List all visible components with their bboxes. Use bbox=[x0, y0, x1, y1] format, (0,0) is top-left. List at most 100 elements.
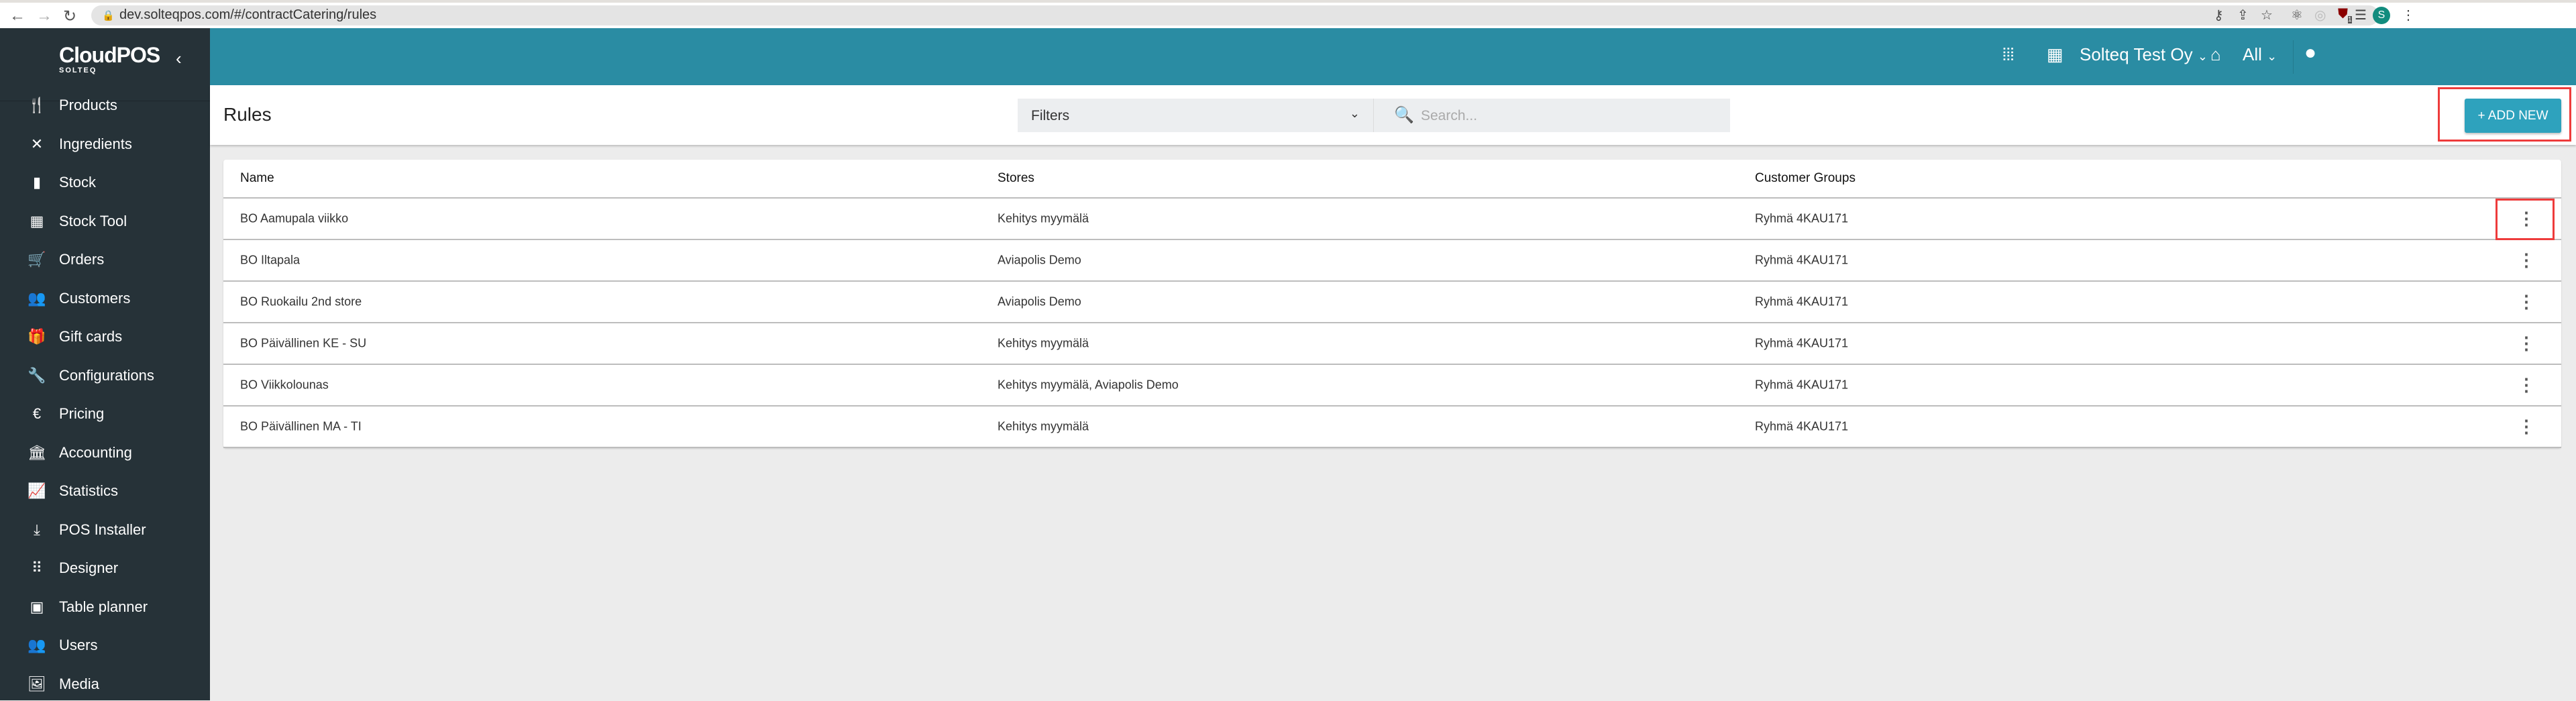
extension-icon[interactable]: ◎ bbox=[2314, 8, 2326, 23]
reload-icon[interactable]: ↻ bbox=[63, 7, 77, 25]
user-account-icon[interactable]: ● bbox=[2304, 42, 2317, 64]
rule-customer-groups: Ryhmä 4KAU171 bbox=[1755, 253, 1849, 267]
sidebar-item-accounting[interactable]: 🏛 Accounting bbox=[0, 436, 210, 470]
sidebar-item-products[interactable]: 🍴 Products bbox=[0, 89, 210, 122]
more-options-icon[interactable]: ⋮ bbox=[2518, 250, 2535, 270]
search-icon: 🔍 bbox=[1394, 106, 1414, 124]
highlight-box bbox=[2438, 87, 2571, 142]
rule-customer-groups: Ryhmä 4KAU171 bbox=[1755, 419, 1849, 433]
table-row[interactable]: BO Aamupala viikko Kehitys myymälä Ryhmä 4… bbox=[223, 199, 2561, 240]
address-bar[interactable]: 🔒 dev.solteqpos.com/#/contractCatering/ru… bbox=[91, 5, 2379, 25]
chevron-down-icon: ⌄ bbox=[2197, 50, 2208, 63]
sidebar-item-label: Pricing bbox=[59, 405, 105, 422]
rule-name: BO Aamupala viikko bbox=[240, 211, 349, 225]
rule-name: BO Päivällinen MA - TI bbox=[240, 419, 362, 433]
sidebar-item-label: Ingredients bbox=[59, 135, 132, 152]
reading-list-icon[interactable]: ☰ bbox=[2355, 8, 2367, 23]
rule-customer-groups: Ryhmä 4KAU171 bbox=[1755, 378, 1849, 392]
rule-name: BO Päivällinen KE - SU bbox=[240, 336, 367, 350]
sidebar-item-stock[interactable]: ▮ Stock bbox=[0, 166, 210, 199]
filters-dropdown[interactable]: Filters ⌄ bbox=[1018, 99, 1373, 132]
sidebar-item-media[interactable]: 🖼 Media bbox=[0, 667, 210, 701]
column-header-customer-groups[interactable]: Customer Groups bbox=[1755, 171, 1856, 185]
rule-customer-groups: Ryhmä 4KAU171 bbox=[1755, 336, 1849, 350]
more-options-icon[interactable]: ⋮ bbox=[2518, 374, 2535, 395]
sidebar: CloudPOS SOLTEQ ‹ 🍴 Products ✕ Ingredients ▮ S… bbox=[0, 28, 210, 700]
chart-box-icon: ▦ bbox=[30, 212, 44, 229]
company-name: Solteq Test Oy bbox=[2080, 44, 2193, 64]
sidebar-item-ingredients[interactable]: ✕ Ingredients bbox=[0, 127, 210, 161]
store-icon: ⌂ bbox=[2210, 44, 2221, 64]
sidebar-item-label: Accounting bbox=[59, 443, 132, 461]
rule-stores: Kehitys myymälä bbox=[998, 211, 1089, 225]
sidebar-item-orders[interactable]: 🛒 Orders bbox=[0, 243, 210, 276]
gift-card-icon: 🎁 bbox=[28, 328, 46, 345]
search-input[interactable]: 🔍 Search... bbox=[1373, 99, 1730, 132]
sidebar-item-label: Configurations bbox=[59, 366, 154, 384]
collapse-sidebar-icon[interactable]: ‹ bbox=[176, 48, 182, 68]
table-header: Name Stores Customer Groups bbox=[223, 160, 2561, 199]
page-title: Rules bbox=[223, 104, 272, 125]
sidebar-item-users[interactable]: 👥 Users bbox=[0, 629, 210, 662]
highlight-box bbox=[2496, 199, 2555, 240]
sidebar-item-label: Users bbox=[59, 637, 98, 653]
sidebar-item-configurations[interactable]: 🔧 Configurations bbox=[0, 359, 210, 392]
back-icon[interactable]: ← bbox=[9, 7, 25, 25]
rule-stores: Kehitys myymälä, Aviapolis Demo bbox=[998, 378, 1179, 392]
table-row[interactable]: BO Ruokailu 2nd store Aviapolis Demo Ryhmä… bbox=[223, 282, 2561, 323]
sidebar-item-gift-cards[interactable]: 🎁 Gift cards bbox=[0, 320, 210, 354]
sidebar-item-designer[interactable]: ⠿ Designer bbox=[0, 551, 210, 585]
star-icon[interactable]: ☆ bbox=[2261, 8, 2273, 23]
ublock-icon[interactable]: ⛊1 bbox=[2338, 7, 2352, 23]
share-icon[interactable]: ⇪ bbox=[2237, 8, 2249, 23]
table-row[interactable]: BO Viikkolounas Kehitys myymälä, Aviapoli… bbox=[223, 365, 2561, 407]
bank-icon: 🏛 bbox=[28, 443, 46, 461]
chevron-down-icon: ⌄ bbox=[1349, 107, 1360, 120]
rules-table: Name Stores Customer Groups BO Aamupala … bbox=[223, 160, 2561, 448]
sidebar-item-stock-tool[interactable]: ▦ Stock Tool bbox=[0, 205, 210, 238]
divider bbox=[2293, 40, 2294, 74]
sidebar-item-statistics[interactable]: 📈 Statistics bbox=[0, 474, 210, 508]
chevron-down-icon: ⌄ bbox=[2267, 50, 2277, 63]
browser-menu-icon[interactable]: ⋮ bbox=[2402, 8, 2415, 23]
sidebar-item-customers[interactable]: 👥 Customers bbox=[0, 282, 210, 315]
more-options-icon[interactable]: ⋮ bbox=[2518, 333, 2535, 354]
top-bar: ⦙⦙⦙ ▦ Solteq Test Oy ⌄ ⌂ All ⌄ ● bbox=[210, 28, 2576, 85]
wrench-icon: 🔧 bbox=[28, 366, 46, 384]
profile-avatar[interactable]: S bbox=[2373, 7, 2390, 24]
key-icon[interactable]: ⚷ bbox=[2214, 8, 2224, 23]
react-devtools-icon[interactable]: ⚛ bbox=[2291, 8, 2303, 23]
rule-customer-groups: Ryhmä 4KAU171 bbox=[1755, 294, 1849, 309]
store-selector[interactable]: All ⌄ bbox=[2243, 44, 2277, 65]
sidebar-item-table-planner[interactable]: ▣ Table planner bbox=[0, 590, 210, 624]
fork-knife-icon: 🍴 bbox=[28, 97, 46, 113]
grid-icon: ⠿ bbox=[31, 559, 43, 576]
sidebar-item-pricing[interactable]: € Pricing bbox=[0, 397, 210, 431]
page-header: Rules Filters ⌄ 🔍 Search... + ADD NEW bbox=[210, 85, 2576, 145]
sidebar-item-label: Stock Tool bbox=[59, 212, 127, 229]
table-row[interactable]: BO Päivällinen KE - SU Kehitys myymälä Ryh… bbox=[223, 323, 2561, 365]
sidebar-item-pos-installer[interactable]: ⤓ POS Installer bbox=[0, 513, 210, 547]
rule-stores: Kehitys myymälä bbox=[998, 336, 1089, 350]
forward-icon[interactable]: → bbox=[36, 7, 52, 25]
column-header-name[interactable]: Name bbox=[240, 171, 274, 185]
column-header-stores[interactable]: Stores bbox=[998, 171, 1034, 185]
sidebar-item-label: Statistics bbox=[59, 482, 119, 499]
table-row[interactable]: BO Päivällinen MA - TI Kehitys myymälä Ryh… bbox=[223, 407, 2561, 448]
table-row[interactable]: BO Iltapala Aviapolis Demo Ryhmä 4KAU171 ⋮ bbox=[223, 240, 2561, 282]
url-text: dev.solteqpos.com/#/contractCatering/rul… bbox=[119, 7, 377, 22]
search-placeholder: Search... bbox=[1421, 108, 1478, 123]
users-icon: 👥 bbox=[28, 637, 46, 653]
sidebar-item-label: Customers bbox=[59, 289, 131, 307]
sidebar-item-label: Media bbox=[59, 675, 99, 692]
barcode-icon[interactable]: ⦙⦙⦙ bbox=[2002, 44, 2015, 64]
add-new-button[interactable]: + ADD NEW bbox=[2465, 99, 2561, 133]
company-selector[interactable]: Solteq Test Oy ⌄ bbox=[2080, 44, 2208, 65]
more-options-icon[interactable]: ⋮ bbox=[2518, 291, 2535, 312]
more-options-icon[interactable]: ⋮ bbox=[2518, 416, 2535, 437]
bar-chart-icon: ▮ bbox=[32, 174, 42, 191]
sidebar-item-label: Designer bbox=[59, 559, 119, 576]
rule-stores: Aviapolis Demo bbox=[998, 253, 1081, 267]
euro-icon: € bbox=[32, 405, 42, 422]
more-options-icon[interactable]: ⋮ bbox=[2518, 208, 2535, 229]
